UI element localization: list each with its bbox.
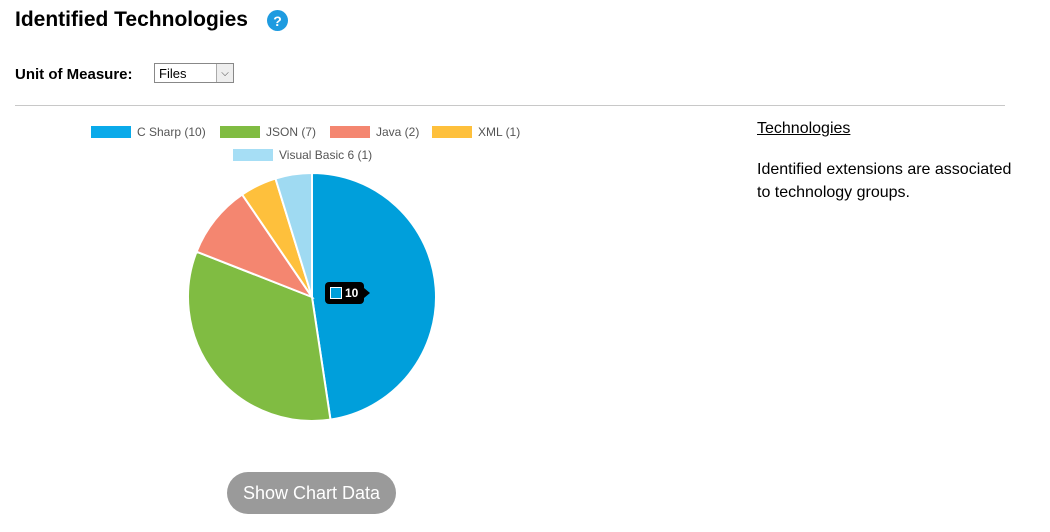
unit-of-measure-select[interactable]: Files ⌵ — [154, 63, 234, 83]
technologies-description: Identified extensions are associated to … — [757, 161, 1012, 201]
tooltip-value: 10 — [345, 286, 359, 300]
legend-item-java[interactable]: Java (2) — [330, 125, 419, 139]
tooltip-swatch — [330, 287, 342, 299]
legend-item-json[interactable]: JSON (7) — [220, 125, 316, 139]
legend-item-visual-basic-6[interactable]: Visual Basic 6 (1) — [233, 148, 372, 162]
help-icon[interactable]: ? — [267, 10, 288, 31]
legend-swatch-visual-basic-6 — [233, 149, 273, 161]
legend-label-visual-basic-6: Visual Basic 6 (1) — [279, 148, 373, 162]
legend-item-xml[interactable]: XML (1) — [432, 125, 520, 139]
section-divider — [15, 105, 1005, 106]
legend-swatch-c-sharp — [91, 126, 131, 138]
unit-of-measure-label: Unit of Measure: — [15, 66, 133, 83]
legend-swatch-json — [220, 126, 260, 138]
pie-slice-visual-basic-6[interactable] — [274, 171, 313, 298]
legend-label-c-sharp: C Sharp (10) — [137, 125, 206, 139]
pie-slice-c-sharp[interactable] — [311, 171, 437, 421]
technologies-heading[interactable]: Technologies — [757, 120, 851, 137]
page-title: Identified Technologies — [15, 8, 248, 31]
legend-swatch-java — [330, 126, 370, 138]
unit-of-measure-value: Files — [159, 65, 187, 81]
legend-label-java: Java (2) — [376, 125, 420, 139]
chart-tooltip: 10 — [325, 282, 371, 304]
legend-label-json: JSON (7) — [266, 125, 317, 139]
pie-chart — [187, 171, 437, 422]
chevron-down-icon[interactable]: ⌵ — [216, 64, 233, 82]
legend-item-c-sharp[interactable]: C Sharp (10) — [91, 125, 206, 139]
legend-swatch-xml — [432, 126, 472, 138]
pie-slice-json[interactable] — [187, 250, 332, 422]
legend-label-xml: XML (1) — [478, 125, 521, 139]
show-chart-data-button[interactable]: Show Chart Data — [227, 472, 396, 514]
